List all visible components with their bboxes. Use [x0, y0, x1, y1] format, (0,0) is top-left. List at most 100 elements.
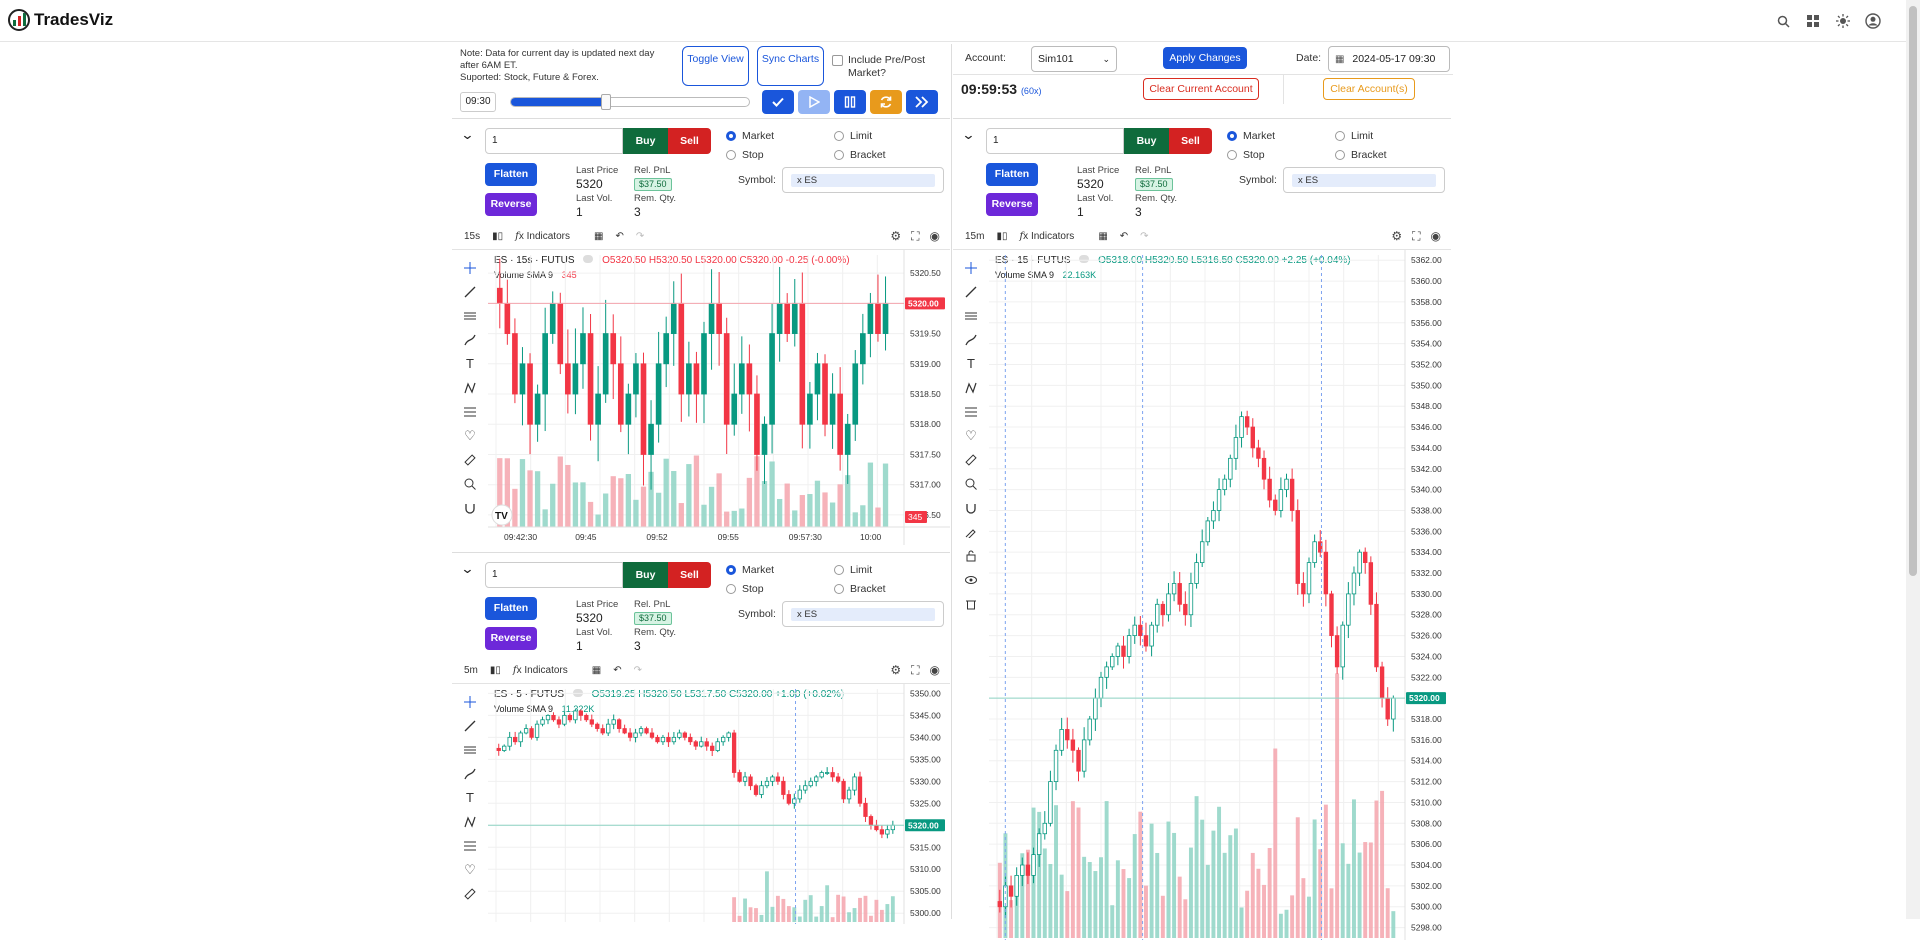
ruler-icon[interactable]: [464, 886, 476, 901]
reverse-button[interactable]: Reverse: [986, 193, 1038, 216]
symbol-tag[interactable]: x ES: [1292, 174, 1436, 187]
fullscreen-icon[interactable]: ⛶: [911, 662, 920, 677]
pencil-lock-icon[interactable]: [965, 524, 977, 539]
order-type-limit[interactable]: Limit: [834, 130, 872, 142]
redo-icon[interactable]: ↷: [633, 664, 642, 676]
symbol-select[interactable]: x ES: [782, 601, 944, 627]
replay-slider[interactable]: [510, 94, 750, 110]
theme-toggle-icon[interactable]: [1834, 12, 1852, 30]
settings-gear-icon[interactable]: ⚙: [890, 663, 902, 677]
price-chart[interactable]: T ♡ ES · 5 · FUTUS O5319.25 H5320.50 L531…: [452, 683, 950, 924]
camera-icon[interactable]: ◉: [1430, 229, 1441, 243]
order-type-stop[interactable]: Stop: [726, 583, 764, 595]
order-type-bracket[interactable]: Bracket: [834, 583, 886, 595]
brush-icon[interactable]: [464, 766, 476, 781]
pattern-icon[interactable]: [965, 380, 977, 395]
indicators-button[interactable]: fx Indicators: [512, 664, 568, 676]
fullscreen-icon[interactable]: ⛶: [911, 228, 920, 243]
crosshair-icon[interactable]: [464, 260, 476, 275]
account-select[interactable]: Sim101 ⌄: [1031, 46, 1117, 72]
collapse-chevron-icon[interactable]: ⌄: [961, 127, 976, 142]
camera-icon[interactable]: ◉: [929, 229, 940, 243]
symbol-select[interactable]: x ES: [782, 167, 944, 193]
chart-type-icon[interactable]: ▮▯: [996, 230, 1008, 242]
date-picker[interactable]: ▦ 2024-05-17 09:30: [1328, 46, 1450, 72]
settings-gear-icon[interactable]: ⚙: [890, 229, 902, 243]
price-chart[interactable]: T ♡ ES · 15s · FUTUS O5320.50 H5320.50 L5…: [452, 249, 950, 545]
clear-accounts-button[interactable]: Clear Account(s): [1323, 78, 1415, 100]
interval-button[interactable]: 15m: [965, 230, 985, 242]
layouts-icon[interactable]: ▦: [1098, 230, 1108, 242]
projection-icon[interactable]: [464, 404, 476, 419]
layouts-icon[interactable]: ▦: [593, 230, 604, 242]
quantity-input[interactable]: 1: [485, 562, 623, 588]
sync-charts-button[interactable]: Sync Charts: [757, 46, 824, 86]
quantity-input[interactable]: 1: [485, 128, 623, 154]
symbol-tag[interactable]: x ES: [791, 608, 935, 621]
fast-forward-button[interactable]: [906, 90, 938, 114]
search-icon[interactable]: [1774, 12, 1792, 30]
reverse-button[interactable]: Reverse: [485, 627, 537, 650]
page-scrollbar[interactable]: [1906, 0, 1920, 919]
indicators-button[interactable]: fx Indicators: [1019, 230, 1075, 242]
reverse-button[interactable]: Reverse: [485, 193, 537, 216]
reset-button[interactable]: [870, 90, 902, 114]
symbol-tag[interactable]: x ES: [791, 174, 935, 187]
order-type-market[interactable]: Market: [1227, 130, 1275, 142]
apply-changes-button[interactable]: Apply Changes: [1163, 47, 1247, 69]
brush-icon[interactable]: [464, 332, 476, 347]
crosshair-icon[interactable]: [464, 694, 476, 709]
checkbox-box[interactable]: [832, 55, 843, 66]
collapse-chevron-icon[interactable]: ⌄: [460, 561, 475, 576]
flatten-button[interactable]: Flatten: [485, 163, 537, 186]
fib-icon[interactable]: [464, 308, 476, 323]
interval-button[interactable]: 15s: [464, 230, 481, 242]
user-avatar-icon[interactable]: [1864, 12, 1882, 30]
magnet-icon[interactable]: [965, 500, 977, 515]
play-button[interactable]: [798, 90, 830, 114]
clear-current-account-button[interactable]: Clear Current Account: [1143, 78, 1259, 100]
apps-grid-icon[interactable]: [1804, 12, 1822, 30]
zoom-icon[interactable]: [464, 476, 476, 491]
trendline-icon[interactable]: [464, 718, 476, 733]
fullscreen-icon[interactable]: ⛶: [1412, 228, 1421, 243]
fib-icon[interactable]: [965, 308, 977, 323]
order-type-limit[interactable]: Limit: [834, 564, 872, 576]
brush-icon[interactable]: [965, 332, 977, 347]
undo-icon[interactable]: ↶: [613, 664, 622, 676]
trendline-icon[interactable]: [965, 284, 977, 299]
app-logo[interactable]: TradesViz: [8, 9, 113, 31]
magnet-icon[interactable]: [464, 500, 476, 515]
favorite-icon[interactable]: ♡: [965, 427, 977, 443]
favorite-icon[interactable]: ♡: [464, 427, 476, 443]
buy-button[interactable]: Buy: [1124, 128, 1169, 154]
buy-button[interactable]: Buy: [623, 128, 668, 154]
lock-icon[interactable]: [965, 548, 977, 563]
chart-type-icon[interactable]: ▮▯: [489, 664, 501, 676]
order-type-stop[interactable]: Stop: [726, 149, 764, 161]
text-icon[interactable]: T: [967, 356, 975, 371]
flatten-button[interactable]: Flatten: [485, 597, 537, 620]
symbol-select[interactable]: x ES: [1283, 167, 1445, 193]
sell-button[interactable]: Sell: [1169, 128, 1212, 154]
order-type-bracket[interactable]: Bracket: [1335, 149, 1387, 161]
camera-icon[interactable]: ◉: [929, 663, 940, 677]
order-type-stop[interactable]: Stop: [1227, 149, 1265, 161]
text-icon[interactable]: T: [466, 356, 474, 371]
projection-icon[interactable]: [965, 404, 977, 419]
pattern-icon[interactable]: [464, 814, 476, 829]
sell-button[interactable]: Sell: [668, 128, 711, 154]
confirm-button[interactable]: [762, 90, 794, 114]
undo-icon[interactable]: ↶: [615, 230, 624, 242]
ruler-icon[interactable]: [965, 452, 977, 467]
buy-button[interactable]: Buy: [623, 562, 668, 588]
trash-icon[interactable]: [965, 596, 977, 611]
order-type-market[interactable]: Market: [726, 130, 774, 142]
prepost-checkbox[interactable]: Include Pre/Post Market?: [832, 54, 937, 80]
redo-icon[interactable]: ↷: [1140, 230, 1149, 242]
projection-icon[interactable]: [464, 838, 476, 853]
eye-icon[interactable]: [965, 572, 977, 587]
trendline-icon[interactable]: [464, 284, 476, 299]
slider-handle[interactable]: [601, 94, 612, 110]
text-icon[interactable]: T: [466, 790, 474, 805]
